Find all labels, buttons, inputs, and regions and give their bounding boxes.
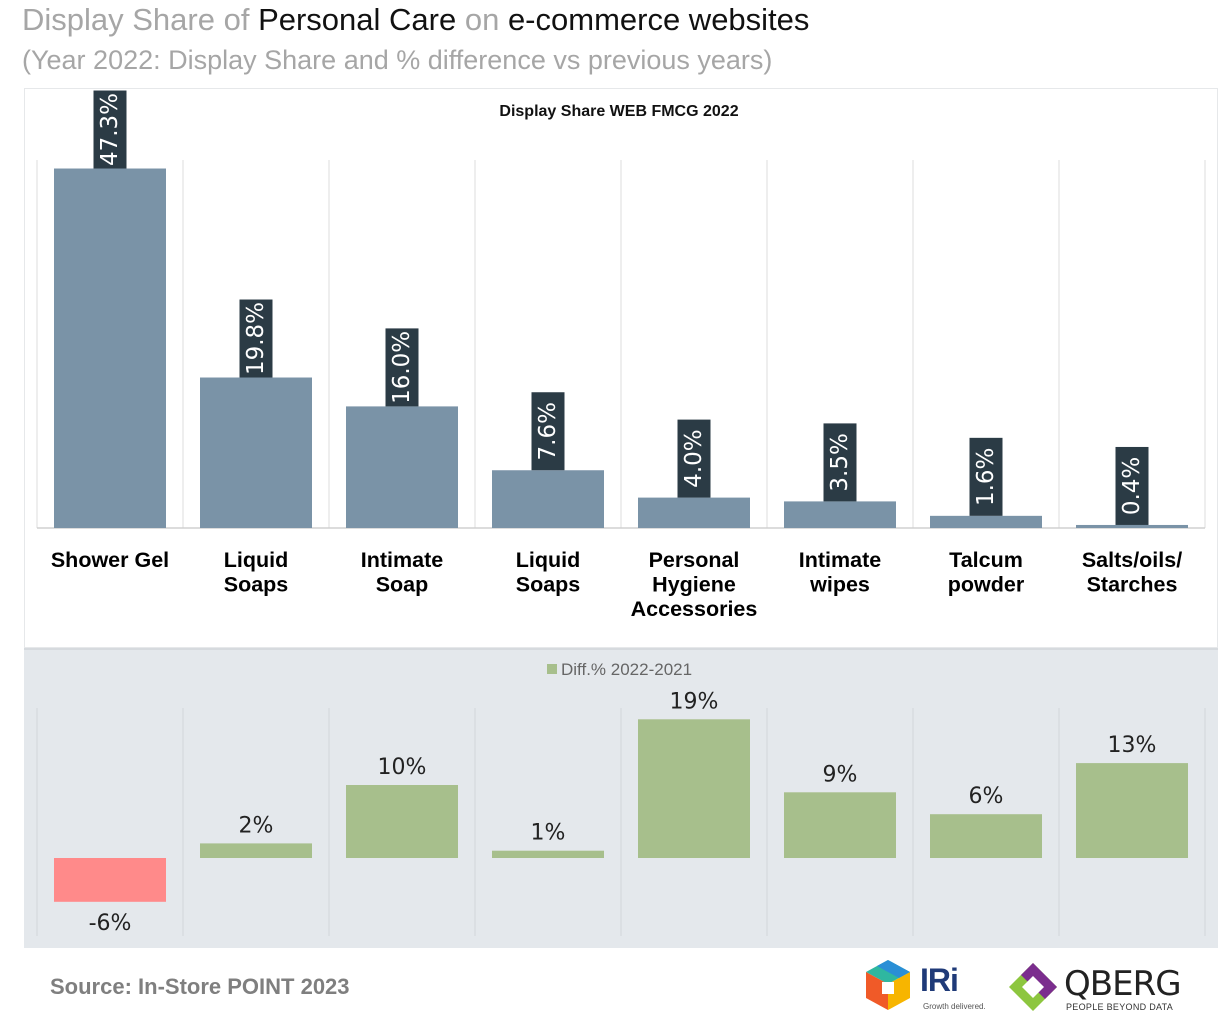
data-label: 47.3% xyxy=(97,93,123,166)
title-part: Display Share of xyxy=(22,2,259,37)
category-label: Shower Gel xyxy=(51,548,169,572)
display-share-bar xyxy=(492,470,604,528)
difference-bar xyxy=(54,858,166,902)
data-label-box xyxy=(531,392,565,471)
data-label: 3.5% xyxy=(827,433,853,491)
category-label: Liquid xyxy=(516,548,580,572)
data-label: 0.4% xyxy=(1119,457,1145,515)
difference-bar xyxy=(1076,763,1188,858)
category-label: Talcum xyxy=(949,548,1023,572)
difference-bar xyxy=(930,814,1042,858)
category-label: Intimate xyxy=(799,548,881,572)
page-subtitle: (Year 2022: Display Share and % differen… xyxy=(22,45,773,75)
page-title: Display Share of Personal Care on e-comm… xyxy=(22,2,809,38)
data-label-box xyxy=(385,328,419,407)
difference-label: -6% xyxy=(89,911,132,936)
difference-label: 19% xyxy=(670,689,719,714)
data-label-box xyxy=(1115,446,1149,525)
legend-swatch xyxy=(547,664,557,674)
category-label: Soaps xyxy=(516,573,581,597)
data-label-box xyxy=(93,90,127,169)
data-label: 1.6% xyxy=(973,448,999,506)
display-share-bar xyxy=(346,406,458,528)
category-label: Intimate xyxy=(361,548,443,572)
data-label-box xyxy=(239,299,273,378)
data-label-box xyxy=(969,437,1003,516)
title-part: Personal Care xyxy=(258,2,457,37)
difference-bar xyxy=(638,719,750,858)
qberg-logo: QBERG PEOPLE BEYOND DATA xyxy=(1006,960,1186,1018)
difference-bar xyxy=(346,785,458,858)
display-share-bar xyxy=(1076,524,1188,528)
iri-logo-text: IRi xyxy=(920,962,959,998)
difference-bar xyxy=(784,792,896,858)
difference-label: 13% xyxy=(1108,733,1157,758)
data-label: 4.0% xyxy=(681,429,707,487)
difference-bar xyxy=(492,850,604,858)
data-label: 16.0% xyxy=(389,331,415,404)
data-label: 19.8% xyxy=(243,302,269,375)
difference-label: 2% xyxy=(239,813,274,838)
iri-cube-icon xyxy=(866,960,910,1010)
difference-label: 10% xyxy=(378,755,427,780)
category-label: Salts/oils/ xyxy=(1082,548,1182,572)
category-label: Accessories xyxy=(631,597,758,621)
data-label-box xyxy=(823,423,857,502)
qberg-logo-text: QBERG xyxy=(1064,964,1182,1004)
category-label: Hygiene xyxy=(652,573,736,597)
display-share-bar xyxy=(930,515,1042,528)
display-share-bar xyxy=(638,497,750,528)
category-label: wipes xyxy=(809,573,870,597)
category-label: Soaps xyxy=(224,573,289,597)
category-label: powder xyxy=(948,573,1025,597)
legend-label: Diff.% 2022-2021 xyxy=(561,660,692,679)
chart-title: Display Share WEB FMCG 2022 xyxy=(499,103,738,120)
category-label: Starches xyxy=(1087,573,1178,597)
category-label: Soap xyxy=(376,573,429,597)
qberg-diamond-icon xyxy=(1009,963,1057,1011)
title-part: e-commerce websites xyxy=(507,2,810,37)
qberg-logo-tagline: PEOPLE BEYOND DATA xyxy=(1066,1002,1174,1012)
difference-label: 9% xyxy=(823,762,858,787)
display-share-bar xyxy=(784,501,896,528)
difference-label: 1% xyxy=(531,821,566,846)
category-label: Liquid xyxy=(224,548,288,572)
display-share-bar xyxy=(200,377,312,528)
difference-bar xyxy=(200,843,312,858)
title-part: on xyxy=(456,2,508,37)
category-label: Personal xyxy=(649,548,740,572)
iri-logo: IRi Growth delivered. xyxy=(862,958,992,1018)
source-note: Source: In-Store POINT 2023 xyxy=(50,974,350,999)
data-label-box xyxy=(677,419,711,498)
display-share-bar xyxy=(54,168,166,528)
iri-logo-tagline: Growth delivered. xyxy=(923,1002,986,1011)
difference-label: 6% xyxy=(969,784,1004,809)
data-label: 7.6% xyxy=(535,402,561,460)
